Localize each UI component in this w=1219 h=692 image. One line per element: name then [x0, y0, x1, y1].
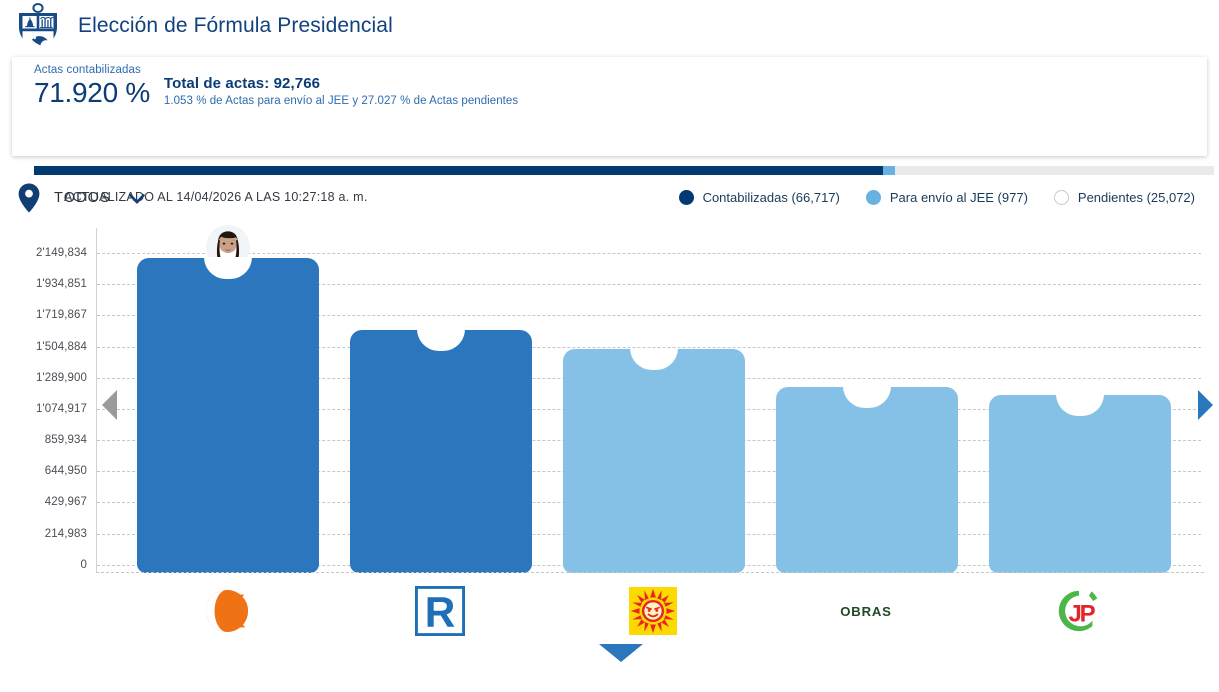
bar-notch: [630, 348, 678, 370]
y-tick: 1'719,867: [35, 309, 87, 321]
bar-item[interactable]: [989, 394, 1171, 573]
total-actas: Total de actas: 92,766: [163, 75, 321, 92]
y-tick: 429,967: [44, 496, 87, 508]
gridline: [97, 347, 1201, 348]
bar-sol[interactable]: [563, 348, 745, 573]
status-legend: Contabilizadas (66,717) Para envío al JE…: [678, 189, 1207, 205]
plot-area: [96, 225, 1204, 573]
counted-percent-value: 71.920 %: [34, 76, 150, 108]
location-pin-icon: [16, 182, 42, 214]
party-logo-row: R: [136, 580, 1200, 646]
bar-item[interactable]: [776, 386, 958, 573]
bar-item[interactable]: [137, 225, 319, 573]
svg-text:P: P: [1080, 600, 1096, 627]
summary-top: Actas contabilizadas 71.920 % Total de a…: [12, 57, 1207, 108]
progress-segment-counted: [34, 166, 883, 175]
bar-item[interactable]: [350, 329, 532, 573]
party-logo-cell[interactable]: J P: [988, 582, 1170, 644]
progress-segment-pending: [895, 166, 1214, 175]
legend-dot-counted: [678, 189, 694, 205]
totals-block: Total de actas: 92,766 1.053 % de Actas …: [164, 65, 518, 107]
y-tick: 2'149,834: [35, 247, 87, 259]
legend-label-jee: Para envío al JEE (977): [889, 189, 1028, 205]
party-logo-cell[interactable]: [136, 582, 318, 644]
actas-detail: 1.053 % de Actas para envío al JEE y 27.…: [163, 95, 519, 107]
yellow-sun-logo[interactable]: [629, 586, 677, 640]
peru-coat-of-arms-icon: [10, 2, 66, 50]
y-tick: 0: [80, 559, 87, 571]
axis-baseline: [96, 572, 1204, 573]
orange-k-circle-logo[interactable]: [203, 587, 251, 640]
bar-notch: [417, 329, 465, 351]
counted-label: Actas contabilizadas: [34, 64, 141, 76]
bar-item[interactable]: [563, 348, 745, 573]
location-filter[interactable]: TODOS: [16, 182, 145, 214]
y-tick: 859,934: [44, 434, 87, 446]
progress-segment-jee: [882, 166, 896, 175]
gridline: [97, 253, 1201, 254]
svg-text:R: R: [425, 588, 456, 635]
svg-text:OBRAS: OBRAS: [840, 603, 891, 618]
legend-dot-jee: [865, 189, 881, 205]
caret-down-icon[interactable]: [598, 644, 644, 667]
chevron-down-icon[interactable]: [129, 192, 145, 204]
bar-notch: [1056, 394, 1104, 416]
scroll-left-button[interactable]: [99, 388, 121, 422]
bar-notch: [843, 386, 891, 408]
y-tick: 644,950: [44, 465, 87, 477]
svg-text:J: J: [1068, 600, 1081, 627]
results-bar-chart: 2'149,834 1'934,851 1'719,867 1'504,884 …: [0, 225, 1219, 648]
bar-k[interactable]: [137, 257, 319, 573]
caret-left-icon[interactable]: [99, 390, 121, 426]
page-title: Elección de Fórmula Presidencial: [78, 14, 393, 37]
gridline: [97, 315, 1201, 316]
actas-progress-bar: [34, 166, 1214, 175]
green-jp-circle-logo[interactable]: J P: [1055, 587, 1103, 640]
bar-obras[interactable]: [776, 386, 958, 573]
legend-row: ACTUALIZADO AL 14/04/2026 A LAS 10:27:18…: [12, 181, 1207, 213]
party-logo-cell[interactable]: [562, 582, 744, 644]
caret-right-icon[interactable]: [1194, 390, 1216, 426]
expand-panel-button[interactable]: [598, 643, 644, 663]
legend-dot-pending: [1053, 189, 1069, 205]
y-tick: 1'074,917: [35, 403, 87, 415]
party-logo-cell[interactable]: OBRAS: [775, 582, 957, 644]
y-axis: 2'149,834 1'934,851 1'719,867 1'504,884 …: [0, 228, 95, 573]
legend-label-pending: Pendientes (25,072): [1077, 189, 1195, 205]
scroll-right-button[interactable]: [1194, 388, 1216, 422]
legend-item-jee: Para envío al JEE (977): [865, 189, 1028, 205]
gridline: [97, 284, 1201, 285]
obras-text-logo[interactable]: OBRAS: [834, 601, 898, 626]
y-tick: 1'289,900: [35, 372, 87, 384]
legend-label-counted: Contabilizadas (66,717): [702, 189, 840, 205]
bar-jp[interactable]: [989, 394, 1171, 573]
location-filter-value: TODOS: [54, 190, 111, 206]
legend-item-pending: Pendientes (25,072): [1053, 189, 1195, 205]
bar-r[interactable]: [350, 329, 532, 573]
blue-r-square-logo[interactable]: R: [415, 585, 465, 641]
summary-card: Actas contabilizadas 71.920 % Total de a…: [12, 57, 1214, 205]
bar-notch: [204, 257, 252, 279]
y-tick: 214,983: [44, 528, 87, 540]
legend-item-counted: Contabilizadas (66,717): [678, 189, 840, 205]
party-logo-cell[interactable]: R: [349, 582, 531, 644]
counted-percent-block: Actas contabilizadas 71.920 %: [34, 64, 150, 108]
y-tick: 1'504,884: [35, 341, 87, 353]
bar-group: [137, 225, 1201, 573]
app-header: Elección de Fórmula Presidencial: [0, 0, 1219, 52]
y-tick: 1'934,851: [35, 278, 87, 290]
